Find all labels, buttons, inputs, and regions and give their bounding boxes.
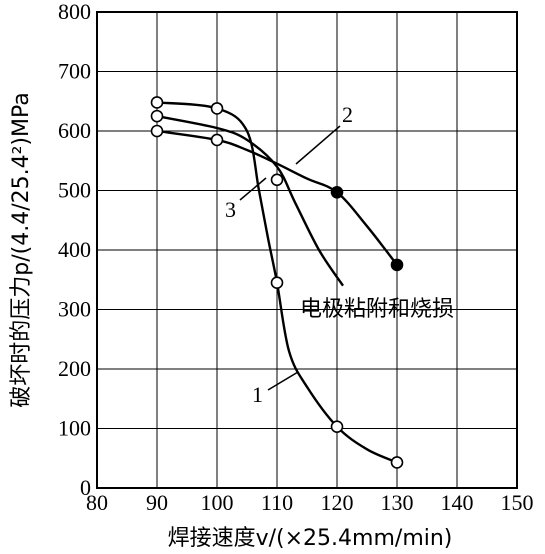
x-tick-label: 100	[201, 490, 234, 515]
x-tick-label: 150	[501, 490, 534, 515]
x-ticks: 80 90 100 110 120 130 140 150	[86, 490, 534, 515]
y-axis-title: 破坏时的压力p/(4.4/25.4²)MPa	[9, 92, 34, 408]
y-tick-label: 200	[58, 356, 91, 381]
curve-label-2: 2	[342, 102, 353, 127]
x-tick-label: 120	[321, 490, 354, 515]
x-tick-label: 90	[146, 490, 168, 515]
curve-label-1: 1	[252, 382, 263, 407]
y-tick-label: 600	[58, 118, 91, 143]
plot-frame	[96, 11, 518, 489]
data-point-series-1	[150, 96, 164, 109]
x-tick-label: 80	[86, 490, 108, 515]
y-tick-label: 400	[58, 237, 91, 262]
y-tick-label: 700	[58, 59, 91, 84]
data-point-series-2	[330, 185, 344, 199]
leader-line-2	[295, 125, 341, 165]
x-axis-title: 焊接速度v/(×25.4mm/min)	[168, 526, 453, 551]
data-point-series-1	[330, 420, 344, 434]
x-tick-label: 110	[261, 490, 293, 515]
y-tick-label: 300	[58, 297, 91, 322]
data-point-series-1	[390, 456, 404, 469]
data-point-series-3	[150, 109, 164, 123]
data-point-series-2	[390, 258, 404, 272]
grid	[96, 11, 518, 489]
data-point-series-1	[270, 276, 284, 290]
annotation-layer: 1 2 3	[225, 102, 353, 407]
series-line-3	[156, 114, 344, 287]
data-point-series-2	[150, 124, 164, 138]
x-tick-label: 140	[441, 490, 474, 515]
y-tick-label: 800	[58, 0, 91, 24]
series-layer	[150, 96, 404, 469]
y-ticks: 0 100 200 300 400 500 600 700 800	[58, 0, 91, 500]
leader-line-1	[267, 371, 299, 391]
annotation-electrode-sticking: 电极粘附和烧损	[300, 297, 454, 322]
y-tick-label: 100	[58, 416, 91, 441]
y-tick-label: 500	[58, 178, 91, 203]
leader-line-3	[239, 177, 267, 201]
x-tick-label: 130	[381, 490, 414, 515]
data-point-series-1	[210, 102, 224, 115]
curve-label-3: 3	[225, 197, 236, 222]
y-tick-label: 0	[80, 475, 91, 500]
data-point-series-3	[270, 173, 284, 187]
data-point-series-2	[210, 133, 224, 147]
